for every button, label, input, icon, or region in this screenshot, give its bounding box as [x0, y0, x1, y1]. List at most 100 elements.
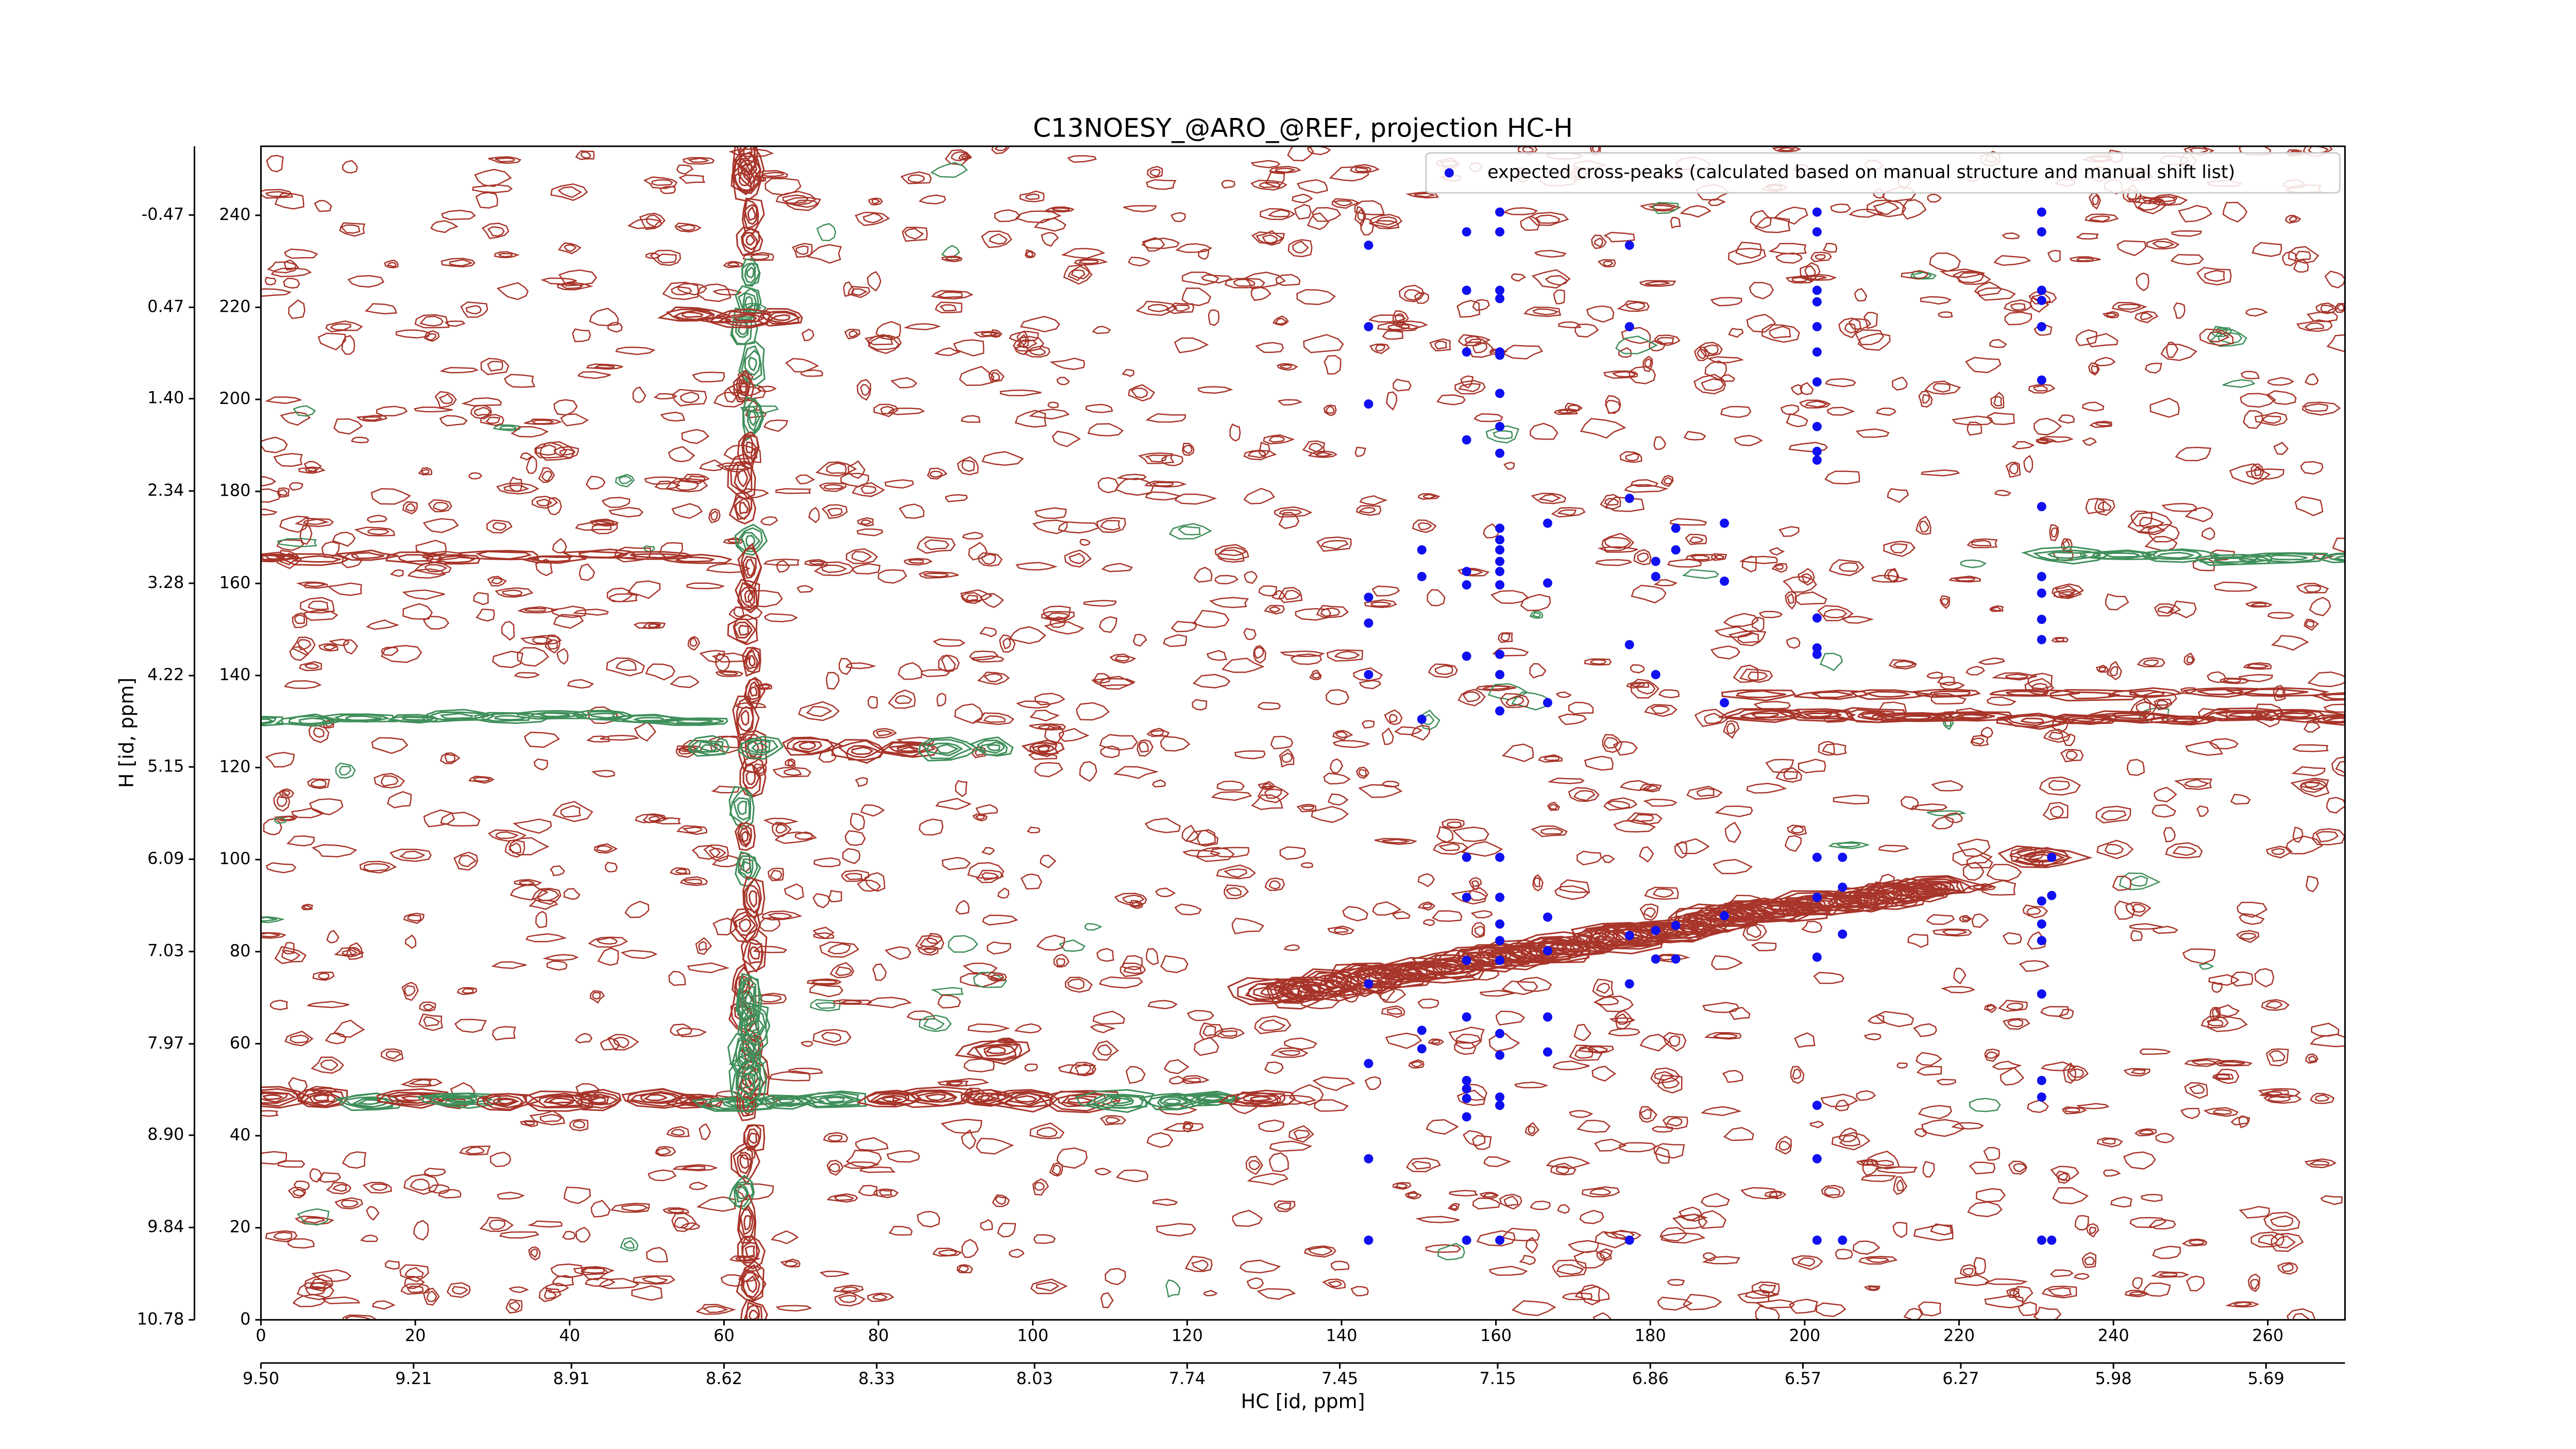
- contour: [575, 1226, 591, 1243]
- contour: [535, 444, 556, 456]
- contour: [1783, 576, 1817, 593]
- contour: [1710, 297, 1742, 307]
- contour: [844, 830, 866, 846]
- contour: [2028, 384, 2056, 394]
- contour: [1927, 883, 1948, 890]
- contour: [735, 1058, 761, 1102]
- contour: [1417, 493, 1440, 500]
- contour: [977, 552, 1003, 567]
- y-tick-label: 60: [230, 1033, 251, 1052]
- contour: [990, 974, 1005, 981]
- cross-peak: [1364, 1058, 1374, 1068]
- contour: [2006, 1002, 2024, 1010]
- contour: [2019, 960, 2049, 972]
- cross-peak: [1812, 643, 1822, 653]
- contour: [806, 706, 833, 717]
- contour: [733, 606, 745, 618]
- contour: [1538, 494, 1562, 502]
- contour: [658, 553, 733, 564]
- contour: [1568, 787, 1600, 802]
- contour: [653, 393, 678, 400]
- cross-peak: [1417, 545, 1427, 555]
- contour: [1769, 547, 1785, 556]
- contour: [718, 671, 739, 676]
- contour: [1076, 702, 1110, 721]
- contour: [1547, 801, 1561, 811]
- contour: [265, 752, 295, 768]
- contour: [1223, 868, 1247, 878]
- contour: [1461, 841, 1503, 857]
- contour: [732, 146, 765, 195]
- contour: [1355, 505, 1382, 516]
- contour: [1436, 826, 1453, 843]
- contour: [488, 1219, 505, 1230]
- contour: [1625, 812, 1663, 825]
- contour: [648, 623, 662, 628]
- cross-peak: [1495, 227, 1505, 237]
- cross-peak: [1495, 580, 1505, 590]
- contour: [1755, 1305, 1780, 1320]
- contour: [1530, 1200, 1551, 1210]
- contour: [415, 540, 447, 556]
- contour: [2216, 1069, 2240, 1084]
- contour: [1058, 1064, 1096, 1076]
- contour: [841, 869, 870, 882]
- contour: [297, 639, 312, 651]
- contour: [1275, 167, 1296, 173]
- contour-layer: [261, 146, 2345, 1320]
- contour: [559, 449, 575, 456]
- contour: [872, 963, 887, 981]
- contour: [261, 1086, 311, 1109]
- contour: [1670, 518, 1707, 526]
- contour: [473, 592, 489, 605]
- contour: [1325, 405, 1335, 414]
- contour: [504, 839, 526, 858]
- contour: [2245, 601, 2273, 608]
- contour: [438, 1189, 462, 1199]
- contour: [539, 441, 575, 461]
- contour: [1328, 793, 1349, 806]
- cross-peak: [1838, 1235, 1848, 1245]
- contour: [613, 1037, 630, 1049]
- contour: [973, 712, 1014, 725]
- contour: [742, 1272, 760, 1299]
- contour: [1292, 194, 1313, 204]
- contour: [969, 650, 999, 661]
- contour: [814, 561, 854, 576]
- contour: [2189, 1084, 2205, 1094]
- contour: [2312, 692, 2345, 701]
- contour: [1912, 272, 1933, 279]
- contour: [1290, 653, 1322, 665]
- contour: [1787, 593, 1794, 604]
- contour: [1798, 759, 1826, 773]
- contour: [1675, 838, 1710, 854]
- contour: [528, 1246, 541, 1261]
- contour: [750, 254, 770, 260]
- contour: [2052, 1187, 2089, 1205]
- contour: [1472, 1197, 1501, 1210]
- contour: [523, 608, 546, 612]
- contour: [818, 748, 837, 763]
- cross-peak: [2037, 989, 2046, 999]
- contour: [304, 663, 320, 669]
- contour: [1849, 208, 1884, 218]
- contour: [2296, 319, 2333, 332]
- contour: [1359, 680, 1382, 689]
- cross-peak: [1462, 892, 1471, 902]
- contour: [1392, 310, 1409, 328]
- contour: [2253, 552, 2320, 563]
- contour: [970, 736, 1014, 757]
- contour: [483, 1095, 524, 1108]
- x-tick-label: 80: [868, 1325, 889, 1345]
- contour: [747, 681, 760, 700]
- contour: [974, 1043, 1020, 1060]
- contour: [522, 1090, 594, 1112]
- contour: [753, 946, 788, 953]
- contour: [885, 946, 911, 961]
- contour: [1916, 1052, 1943, 1066]
- contour: [633, 1275, 675, 1285]
- contour: [2173, 718, 2198, 723]
- contour: [733, 618, 757, 644]
- contour: [486, 519, 513, 534]
- contour: [1531, 612, 1541, 618]
